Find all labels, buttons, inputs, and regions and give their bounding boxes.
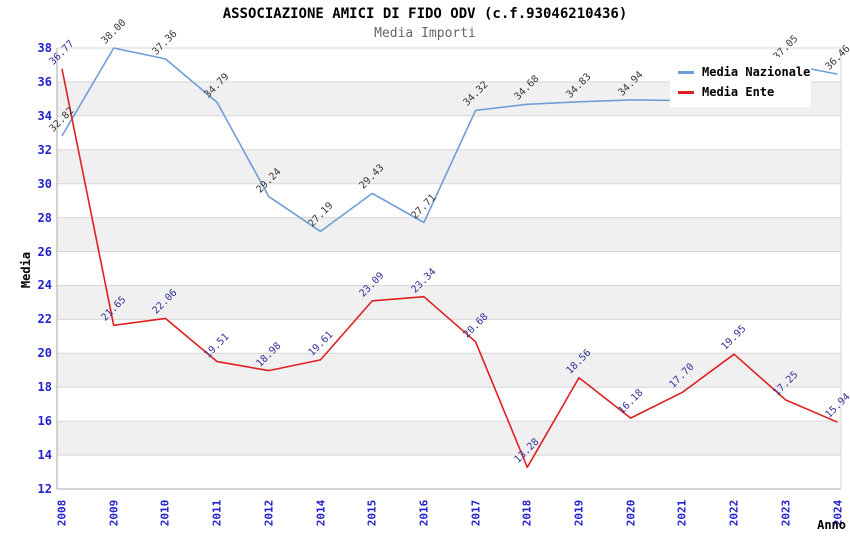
x-tick-label-2017: 2017	[469, 499, 483, 527]
y-tick-label: 32	[37, 142, 52, 157]
y-tick-label: 30	[37, 176, 52, 191]
x-tick-label-2016: 2016	[417, 499, 431, 527]
x-tick-label-2020: 2020	[624, 499, 638, 527]
x-tick-label-2014: 2014	[314, 499, 327, 527]
y-tick-label: 28	[37, 210, 52, 225]
y-tick-label: 14	[37, 448, 52, 463]
plot-band	[57, 421, 841, 456]
legend: Media Nazionale Media Ente	[670, 57, 811, 107]
y-tick-label: 24	[37, 278, 52, 293]
x-tick-label-2018: 2018	[520, 499, 534, 527]
y-tick-label: 22	[37, 312, 52, 327]
legend-label-media-nazionale: Media Nazionale	[702, 65, 811, 79]
x-tick-label-2022: 2022	[727, 499, 741, 527]
x-tick-label-2011: 2011	[210, 499, 224, 527]
media-ente-line	[61, 68, 838, 469]
y-tick-label: 16	[37, 414, 52, 429]
plot-band	[57, 387, 841, 422]
x-tick-label-2008: 2008	[55, 499, 69, 527]
x-tick-label-2023: 2023	[779, 499, 793, 527]
y-tick-label: 36	[37, 74, 52, 89]
plot-band	[57, 285, 841, 320]
legend-item-media-ente: Media Ente	[678, 82, 803, 102]
legend-item-media-nazionale: Media Nazionale	[678, 62, 810, 82]
media-ente-line-swatch-icon	[678, 90, 694, 94]
legend-label-media-ente: Media Ente	[702, 85, 775, 99]
x-tick-label-2009: 2009	[107, 499, 121, 527]
chart-subtitle: Media Importi	[374, 26, 476, 41]
x-axis-title: Anno	[817, 518, 846, 532]
x-tick-label-2015: 2015	[365, 499, 379, 527]
x-tick-label-2019: 2019	[572, 499, 586, 527]
chart-title: ASSOCIAZIONE AMICI DI FIDO ODV (c.f.9304…	[222, 6, 628, 22]
y-tick-label: 38	[37, 41, 52, 55]
x-tick-label-2021: 2021	[675, 499, 689, 527]
y-tick-label: 20	[37, 346, 52, 361]
plot-band	[57, 183, 841, 218]
plot-band	[57, 251, 841, 286]
y-axis-title: Media	[19, 251, 33, 289]
plot-band	[57, 455, 841, 489]
y-tick-label: 18	[37, 380, 52, 395]
x-tick-label-2012: 2012	[262, 499, 276, 527]
y-tick-label: 26	[37, 244, 52, 259]
y-tick-label: 12	[37, 482, 52, 496]
plot-band	[57, 115, 841, 150]
plot-band	[57, 217, 841, 252]
x-tick-label-2010: 2010	[158, 499, 172, 527]
plot-band	[57, 353, 841, 388]
media-nazionale-line-swatch-icon	[678, 70, 694, 74]
y-tick-label: 34	[37, 108, 52, 123]
